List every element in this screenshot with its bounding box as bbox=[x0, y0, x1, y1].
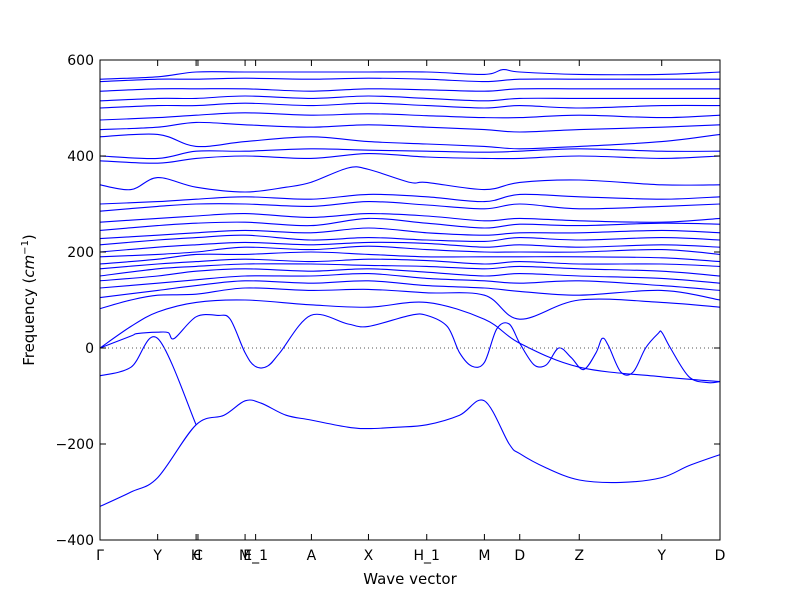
band-line-3 bbox=[99, 313, 721, 384]
band-line-30 bbox=[99, 69, 721, 80]
band-curves bbox=[99, 69, 721, 507]
x-axis-title: Wave vector bbox=[363, 570, 457, 588]
x-tick-label: Γ bbox=[96, 548, 104, 564]
x-axis-ticks: Γ Y HC ME_1 A X H_1 M D Z Y D bbox=[96, 60, 725, 564]
band-line-21 bbox=[99, 153, 721, 164]
band-line-11 bbox=[99, 251, 721, 265]
x-tick-label: D bbox=[514, 548, 525, 564]
y-axis-title: Frequency (cm−1) bbox=[20, 234, 38, 366]
band-line-6 bbox=[99, 280, 721, 301]
x-tick-label: X bbox=[364, 548, 374, 564]
y-axis-ticks: 600 400 200 0 −200 −400 bbox=[56, 53, 720, 549]
band-line-18 bbox=[99, 201, 721, 212]
band-line-28 bbox=[99, 88, 720, 92]
y-tick-label: 600 bbox=[67, 53, 94, 69]
x-tick-label: Y bbox=[152, 548, 162, 564]
band-line-16 bbox=[99, 217, 721, 231]
y-tick-label: −400 bbox=[56, 533, 94, 549]
x-tick-label: H_1 bbox=[414, 548, 440, 564]
y-axis-title-unit: cm bbox=[20, 255, 38, 278]
band-line-5 bbox=[99, 287, 721, 320]
plot-frame bbox=[99, 59, 721, 541]
band-line-26 bbox=[99, 102, 721, 109]
band-line-20 bbox=[99, 166, 721, 193]
y-axis-title-text: Frequency ( bbox=[20, 278, 38, 366]
band-line-9 bbox=[99, 263, 721, 277]
band-line-19 bbox=[99, 193, 721, 205]
band-line-27 bbox=[99, 95, 720, 102]
y-axis-title-exponent: −1 bbox=[20, 240, 31, 255]
y-tick-label: −200 bbox=[56, 437, 94, 453]
x-tick-label: C bbox=[193, 548, 203, 564]
y-tick-label: 400 bbox=[67, 149, 94, 165]
band-line-4 bbox=[99, 299, 721, 383]
x-tick-label: M bbox=[239, 548, 251, 564]
band-line-2 bbox=[99, 336, 197, 426]
band-line-29 bbox=[99, 77, 720, 83]
band-line-8 bbox=[99, 268, 721, 284]
band-line-10 bbox=[99, 258, 721, 270]
band-line-14 bbox=[99, 234, 721, 246]
x-tick-label: A bbox=[307, 548, 317, 564]
band-line-1 bbox=[99, 399, 721, 507]
band-line-25 bbox=[99, 112, 721, 121]
x-tick-label: Y bbox=[656, 548, 666, 564]
band-line-22 bbox=[99, 148, 721, 160]
y-axis-title-close: ) bbox=[20, 234, 38, 240]
band-line-12 bbox=[99, 245, 721, 258]
band-line-13 bbox=[99, 241, 721, 253]
band-line-7 bbox=[99, 273, 721, 291]
x-tick-label: D bbox=[715, 548, 726, 564]
x-tick-label: M bbox=[478, 548, 490, 564]
y-tick-label: 200 bbox=[67, 245, 94, 261]
x-tick-label: E_1 bbox=[243, 548, 268, 564]
band-line-15 bbox=[99, 227, 721, 240]
band-line-24 bbox=[99, 121, 721, 133]
band-line-23 bbox=[99, 133, 721, 150]
x-tick-label: H bbox=[191, 548, 202, 564]
band-line-17 bbox=[99, 213, 721, 223]
x-tick-label: Z bbox=[574, 548, 584, 564]
y-tick-label: 0 bbox=[85, 341, 94, 357]
